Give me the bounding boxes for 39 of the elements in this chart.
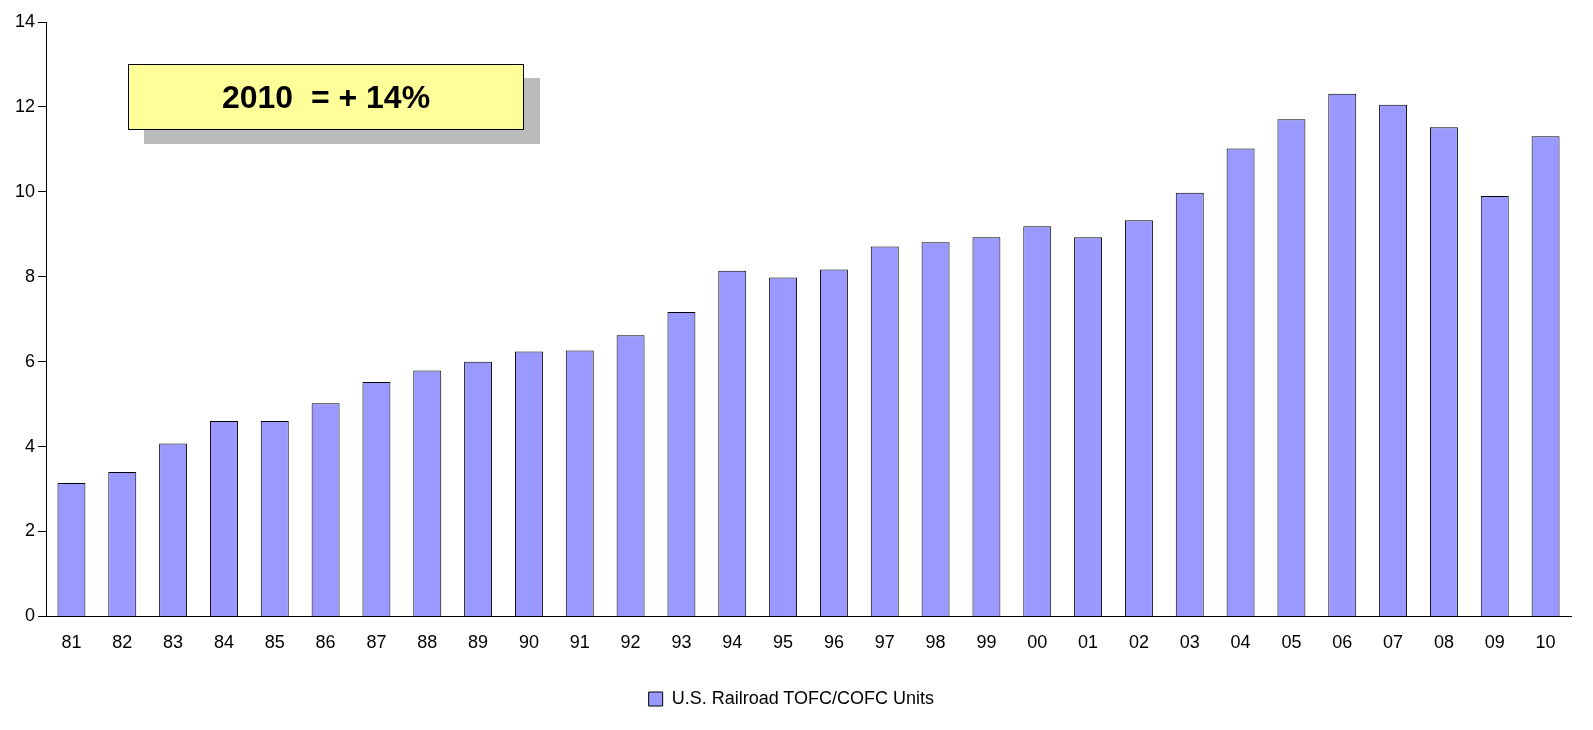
legend-label: U.S. Railroad TOFC/COFC Units	[671, 687, 935, 708]
x-tick-label: 89	[468, 632, 489, 653]
y-tick-label: 6	[25, 350, 36, 371]
x-tick-label: 86	[315, 632, 336, 653]
y-tick-label: 8	[25, 265, 36, 286]
x-tick-label: 93	[671, 632, 692, 653]
x-tick-label: 01	[1078, 632, 1099, 653]
x-tick-label: 97	[874, 632, 895, 653]
x-tick-label: 02	[1128, 632, 1149, 653]
x-tick-label: 10	[1535, 632, 1556, 653]
x-tick-label: 87	[366, 632, 387, 653]
x-tick-label: 92	[620, 632, 641, 653]
x-tick-label: 95	[773, 632, 794, 653]
x-tick-label: 91	[569, 632, 590, 653]
x-tick-label: 06	[1332, 632, 1353, 653]
y-tick-label: 10	[14, 180, 36, 201]
x-tick-label: 08	[1433, 632, 1454, 653]
x-tick-label: 85	[264, 632, 285, 653]
x-tick-label: 96	[823, 632, 844, 653]
x-tick-label: 05	[1281, 632, 1302, 653]
x-tick-label: 09	[1484, 632, 1505, 653]
x-tick-label: 04	[1230, 632, 1251, 653]
x-tick-label: 90	[518, 632, 539, 653]
x-tick-label: 88	[417, 632, 438, 653]
x-tick-label: 81	[61, 632, 82, 653]
x-tick-label: 00	[1027, 632, 1048, 653]
y-tick-label: 2	[25, 520, 36, 541]
x-tick-label: 94	[722, 632, 743, 653]
y-tick-label: 14	[14, 10, 36, 31]
x-tick-label: 07	[1383, 632, 1404, 653]
x-tick-label: 99	[976, 632, 997, 653]
y-tick-label: 12	[14, 95, 36, 116]
x-tick-label: 98	[925, 632, 946, 653]
x-tick-label: 82	[112, 632, 133, 653]
x-tick-label: 83	[163, 632, 184, 653]
x-tick-label: 03	[1179, 632, 1200, 653]
x-tick-label: 84	[213, 632, 234, 653]
y-tick-label: 0	[25, 605, 36, 626]
y-tick-label: 4	[25, 435, 36, 456]
